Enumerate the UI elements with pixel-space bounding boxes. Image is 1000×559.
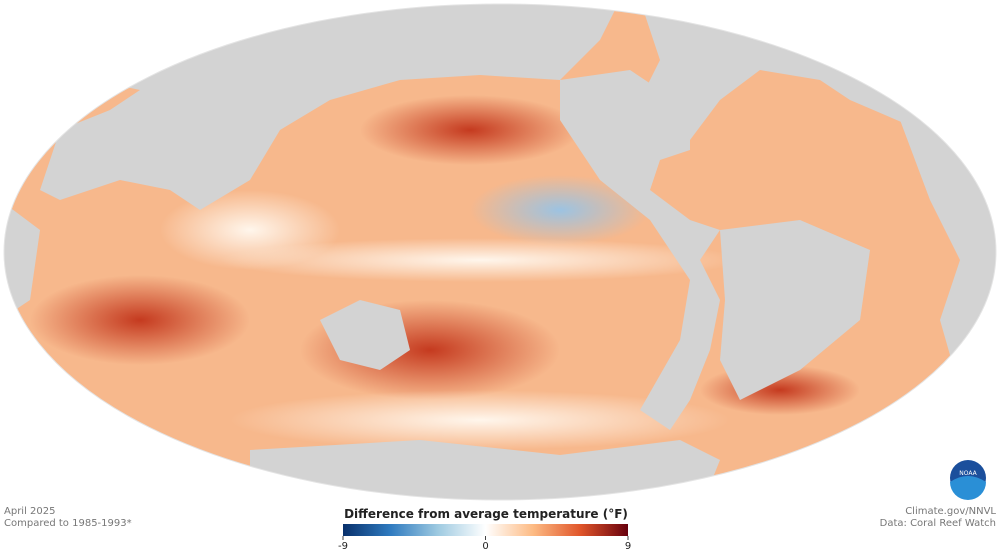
warm-area xyxy=(360,95,580,165)
baseline-note: Compared to 1985-1993* xyxy=(4,518,132,529)
colorbar xyxy=(343,524,628,536)
warm-area xyxy=(30,275,250,365)
colorbar-ticks: -9 0 9 xyxy=(338,536,631,552)
pale-area xyxy=(160,190,340,270)
date-note: April 2025 xyxy=(4,506,55,517)
credit: Climate.gov/NNVL xyxy=(905,506,996,517)
tick-label: -9 xyxy=(338,541,348,552)
tick-label: 9 xyxy=(625,541,631,552)
pale-area xyxy=(230,390,730,450)
tick-label: 0 xyxy=(482,541,488,552)
pale-area xyxy=(220,238,740,282)
noaa-logo: NOAA xyxy=(950,460,986,500)
svg-text:NOAA: NOAA xyxy=(959,470,977,477)
cool-area xyxy=(470,175,650,245)
source: Data: Coral Reef Watch xyxy=(880,518,996,529)
globe-outline xyxy=(3,3,997,501)
legend-title: Difference from average temperature (°F) xyxy=(344,507,628,521)
